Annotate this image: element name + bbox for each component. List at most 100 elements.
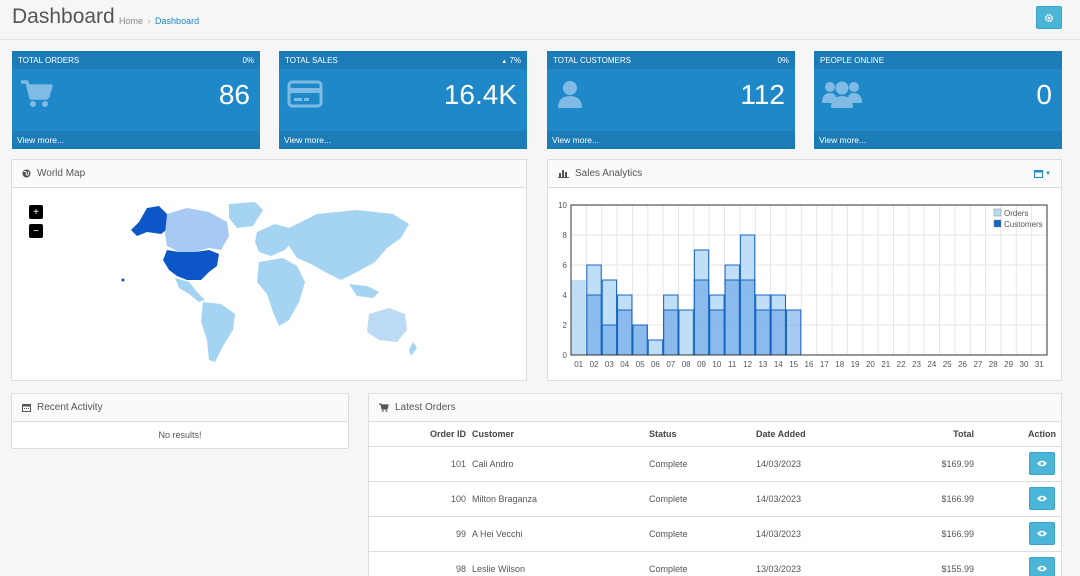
bar-customers [601, 324, 618, 356]
x-tick-label: 22 [897, 360, 906, 369]
tile-view-more-link[interactable]: View more... [547, 131, 795, 149]
date-range-dropdown[interactable]: ▼ [1034, 169, 1051, 178]
column-header-total[interactable]: Total [882, 422, 974, 447]
x-tick-label: 11 [728, 360, 737, 369]
x-tick-label: 26 [958, 360, 967, 369]
x-tick-label: 24 [927, 360, 936, 369]
bar-customers [755, 309, 771, 356]
x-tick-label: 09 [697, 360, 706, 369]
eye-icon [1037, 565, 1047, 572]
map-region-south-america[interactable] [201, 302, 235, 362]
legend-swatch-orders [993, 208, 1002, 217]
panel-title: World Map [37, 168, 86, 179]
caret-up-icon: ▲ [501, 58, 508, 65]
x-tick-label: 13 [758, 360, 767, 369]
bar-customers [770, 309, 786, 356]
panel-title: Sales Analytics [575, 168, 643, 179]
tile-title: PEOPLE ONLINE [820, 55, 885, 65]
bar-customers [709, 309, 725, 356]
total-cell: $169.99 [882, 446, 974, 482]
map-region-southeast-asia[interactable] [349, 284, 379, 298]
x-tick-label: 12 [743, 360, 752, 369]
bar-customers [693, 279, 710, 356]
world-map[interactable] [117, 200, 417, 370]
breadcrumb: Home › Dashboard [119, 16, 200, 26]
panel-title: Latest Orders [395, 402, 456, 413]
column-header-order-id[interactable]: Order ID [369, 422, 472, 447]
x-tick-label: 16 [805, 360, 814, 369]
x-tick-label: 30 [1020, 360, 1029, 369]
tile-value: 0 [1036, 79, 1052, 110]
map-zoom-out-button[interactable]: − [29, 224, 43, 238]
map-region-africa[interactable] [257, 258, 305, 326]
breadcrumb-home[interactable]: Home [119, 16, 144, 26]
bar-customers [663, 309, 679, 356]
map-zoom-in-button[interactable]: + [29, 205, 43, 219]
x-tick-label: 19 [851, 360, 860, 369]
map-region-europe[interactable] [255, 224, 293, 256]
x-tick-label: 29 [1004, 360, 1013, 369]
total-cell: $155.99 [882, 551, 974, 576]
status-cell: Complete [649, 516, 756, 552]
x-tick-label: 18 [835, 360, 844, 369]
orders-table: Order ID Customer Status Date Added Tota… [369, 422, 1061, 576]
tile-view-more-link[interactable]: View more... [279, 131, 527, 149]
bar-customers [724, 279, 740, 356]
x-tick-label: 07 [666, 360, 675, 369]
tile-total-customers: TOTAL CUSTOMERS 0% 112 View more... [547, 51, 795, 149]
tile-view-more-link[interactable]: View more... [12, 131, 260, 149]
tile-view-more-link[interactable]: View more... [814, 131, 1062, 149]
recent-activity-panel: Recent Activity No results! [11, 393, 349, 449]
y-tick-label: 6 [563, 261, 568, 270]
table-row: 98 Leslie Wilson Complete 13/03/2023 $15… [369, 551, 1061, 576]
map-region-canada[interactable] [165, 208, 229, 252]
status-cell: Complete [649, 551, 756, 576]
x-tick-label: 01 [574, 360, 583, 369]
x-tick-label: 20 [866, 360, 875, 369]
breadcrumb-dashboard[interactable]: Dashboard [155, 16, 200, 26]
tile-total-sales: TOTAL SALES ▲ 7% 16.4K View more... [279, 51, 527, 149]
x-tick-label: 10 [712, 360, 721, 369]
customer-cell: Cali Andro [472, 446, 649, 482]
settings-button[interactable] [1036, 6, 1062, 29]
map-region-new-zealand[interactable] [409, 342, 417, 356]
map-region-greenland[interactable] [229, 202, 263, 228]
empty-state-text: No results! [158, 430, 202, 440]
map-region-asia[interactable] [289, 210, 409, 280]
view-order-button[interactable] [1029, 452, 1055, 475]
view-order-button[interactable] [1029, 487, 1055, 510]
map-region-usa[interactable] [163, 250, 219, 280]
y-tick-label: 4 [563, 291, 568, 300]
calendar-icon [22, 404, 31, 412]
bar-customers [617, 309, 633, 356]
latest-orders-panel: Latest Orders Order ID Customer Status D… [368, 393, 1062, 576]
map-region-hawaii[interactable] [121, 278, 125, 282]
map-region-alaska[interactable] [131, 206, 169, 236]
view-order-button[interactable] [1029, 522, 1055, 545]
tile-change: 0% [242, 55, 254, 65]
order-id-cell: 98 [369, 551, 472, 576]
x-tick-label: 04 [620, 360, 629, 369]
x-tick-label: 14 [774, 360, 783, 369]
column-header-status[interactable]: Status [649, 422, 756, 447]
status-cell: Complete [649, 446, 756, 482]
date-cell: 14/03/2023 [756, 446, 882, 482]
column-header-date-added[interactable]: Date Added [756, 422, 882, 447]
map-region-australia[interactable] [367, 308, 407, 342]
bar-orders [571, 280, 586, 355]
sales-analytics-panel: Sales Analytics ▼ 0 2 4 6 8 10 01 02 03 04 05 06 07 0… [547, 159, 1062, 381]
map-region-central-america[interactable] [175, 278, 205, 302]
view-order-button[interactable] [1029, 557, 1055, 576]
shopping-cart-icon [21, 80, 53, 107]
globe-icon [22, 169, 31, 178]
bar-customers [739, 279, 756, 356]
x-tick-label: 08 [682, 360, 691, 369]
tile-change: 7% [509, 55, 521, 65]
column-header-action: Action [974, 422, 1061, 447]
y-tick-label: 10 [558, 201, 567, 210]
eye-icon [1037, 460, 1047, 467]
column-header-customer[interactable]: Customer [472, 422, 649, 447]
eye-icon [1037, 530, 1047, 537]
customer-cell: A Hei Vecchi [472, 516, 649, 552]
